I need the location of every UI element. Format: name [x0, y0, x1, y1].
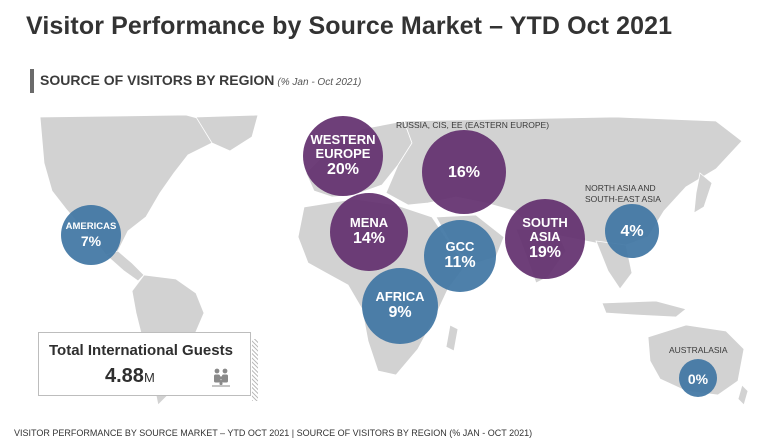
bubble-value: 16%: [447, 163, 481, 181]
new-zealand-shape: [737, 384, 748, 406]
bubble-name-line: ASIA: [529, 228, 561, 244]
bubble-value: 14%: [352, 230, 386, 248]
region-label-russia-cis-ee: RUSSIA, CIS, EE (EASTERN EUROPE): [396, 120, 550, 130]
total-guests-value-group: 4.88M: [105, 365, 155, 388]
bubble-value: 7%: [80, 232, 102, 249]
bubble-value: 4%: [620, 222, 644, 240]
bubble-name: MENA: [349, 214, 389, 230]
bubble-name-line: WESTERN: [310, 131, 376, 147]
section-subheading: (% Jan - Oct 2021): [277, 77, 362, 88]
region-label-australasia: AUSTRALASIA: [669, 345, 728, 355]
footer-caption: VISITOR PERFORMANCE BY SOURCE MARKET – Y…: [14, 428, 533, 438]
bubble-value: 20%: [326, 161, 360, 179]
region-label-north-asia-se-asia: NORTH ASIA AND SOUTH-EAST ASIA: [585, 183, 661, 206]
bubble-name-line: SOUTH: [522, 214, 568, 230]
bubble-western-europe: WESTERN EUROPE 20%: [303, 116, 383, 196]
indonesia-shape: [601, 300, 687, 318]
section-heading: SOURCE OF VISITORS BY REGION (% Jan - Oct…: [40, 72, 361, 88]
bubble-south-asia: SOUTH ASIA 19%: [505, 199, 585, 279]
section-heading-text: SOURCE OF VISITORS BY REGION: [40, 72, 275, 88]
total-guests-unit: M: [143, 370, 155, 385]
bubble-russia-cis-ee: 16%: [422, 130, 506, 214]
section-accent-bar: [30, 69, 34, 93]
madagascar-shape: [445, 324, 459, 352]
greenland-shape: [195, 114, 259, 152]
total-guests-value: 4.88: [105, 365, 144, 387]
bubble-value: 0%: [687, 370, 709, 387]
bubble-value: 9%: [388, 304, 412, 322]
page-title: Visitor Performance by Source Market – Y…: [26, 12, 673, 40]
region-label-line: NORTH ASIA AND: [585, 183, 656, 193]
bubble-value: 11%: [444, 254, 476, 272]
japan-shape: [693, 172, 713, 214]
bubble-mena: MENA 14%: [330, 193, 408, 271]
total-guests-label: Total International Guests: [49, 342, 233, 359]
bubble-americas: AMERICAS 7%: [61, 205, 121, 265]
total-guests-card: Total International Guests 4.88M: [38, 332, 258, 401]
bubble-gcc: GCC 11%: [424, 220, 496, 292]
bubble-name-line: EUROPE: [315, 145, 371, 161]
bubble-value: 19%: [528, 244, 562, 262]
bubble-africa: AFRICA 9%: [362, 268, 438, 344]
people-icon: [212, 368, 230, 387]
bubble-name: GCC: [445, 238, 475, 254]
bubble-australasia: 0%: [679, 359, 717, 397]
region-label-line: SOUTH-EAST ASIA: [585, 194, 661, 205]
bubble-north-asia-se-asia: 4%: [605, 204, 659, 258]
bubble-name: AMERICAS: [65, 220, 117, 232]
bubble-name: AFRICA: [375, 288, 425, 304]
